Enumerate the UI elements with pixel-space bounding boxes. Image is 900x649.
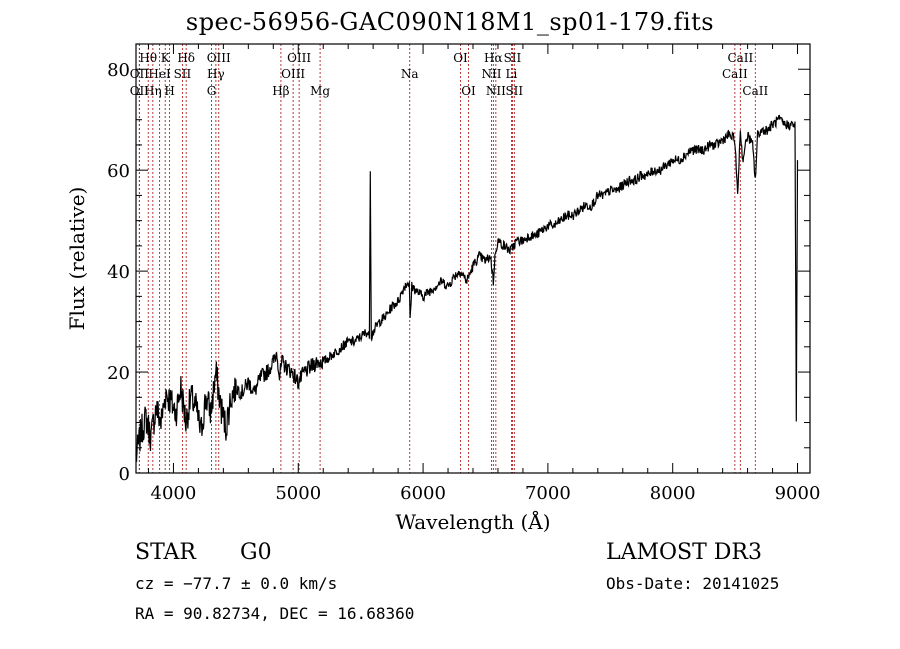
emission-line-markers <box>138 44 756 473</box>
marker-label: OI <box>453 51 468 65</box>
marker-label: Hα <box>484 51 503 65</box>
marker-label: H <box>164 84 174 98</box>
marker-label: CaII <box>727 51 753 65</box>
marker-label: G <box>207 84 217 98</box>
marker-label: SII <box>505 84 523 98</box>
marker-label: Na <box>401 67 419 81</box>
redshift-text: cz = −77.7 ± 0.0 km/s <box>135 574 338 593</box>
marker-label: OII <box>130 67 150 81</box>
marker-label: NII <box>481 67 501 81</box>
marker-label: OIII <box>281 67 305 81</box>
marker-label: Hη <box>144 84 162 98</box>
y-axis-label: Flux (relative) <box>65 187 89 331</box>
marker-label: OI <box>461 84 476 98</box>
object-class: STAR <box>135 540 196 565</box>
x-axis-label: Wavelength (Å) <box>395 509 550 534</box>
survey-name: LAMOST DR3 <box>606 540 762 565</box>
marker-label: OII <box>130 84 150 98</box>
y-tick-label: 60 <box>107 161 130 182</box>
x-tick-label: 4000 <box>151 483 197 504</box>
x-tick-label: 5000 <box>275 483 321 504</box>
marker-label: Mg <box>310 84 330 98</box>
spectrum-line <box>135 114 799 462</box>
marker-label: Hγ <box>207 67 225 81</box>
marker-label: OIII <box>287 51 311 65</box>
coordinates: RA = 90.82734, DEC = 16.68360 <box>135 604 415 623</box>
marker-label: CaII <box>742 84 768 98</box>
x-tick-label: 6000 <box>400 483 446 504</box>
marker-label: NII <box>486 84 506 98</box>
marker-label: Li <box>506 67 518 81</box>
marker-label: SII <box>174 67 192 81</box>
x-tick-label: 8000 <box>650 483 696 504</box>
y-tick-label: 0 <box>119 464 130 485</box>
chart-title: spec-56956-GAC090N18M1_sp01-179.fits <box>185 8 715 36</box>
marker-label: OIII <box>207 51 231 65</box>
marker-label: Hβ <box>272 84 289 98</box>
marker-label: CaII <box>722 67 748 81</box>
y-tick-label: 20 <box>107 363 130 384</box>
x-tick-label: 7000 <box>525 483 571 504</box>
x-tick-label: 9000 <box>775 483 821 504</box>
marker-label: K <box>161 51 171 65</box>
marker-label: Hθ <box>139 51 157 65</box>
obs-date: Obs-Date: 20141025 <box>606 574 780 593</box>
y-tick-label: 40 <box>107 262 130 283</box>
plot-frame <box>135 43 811 474</box>
marker-label: Hδ <box>177 51 195 65</box>
marker-label: HeI <box>148 67 171 81</box>
object-subclass: G0 <box>240 540 272 565</box>
marker-label: SII <box>504 51 522 65</box>
y-tick-label: 80 <box>107 60 130 81</box>
